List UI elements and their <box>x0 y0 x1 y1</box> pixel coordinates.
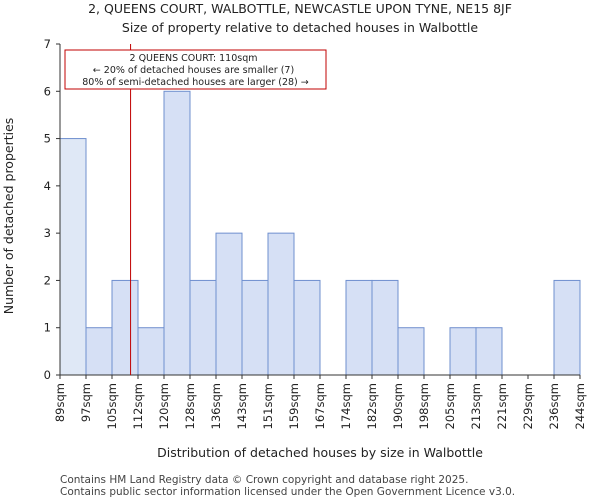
x-tick-label-244sqm: 244sqm <box>573 383 587 429</box>
x-tick-label-143sqm: 143sqm <box>235 383 249 429</box>
x-tick-label-174sqm: 174sqm <box>339 383 353 429</box>
x-tick-label-221sqm: 221sqm <box>495 383 509 429</box>
x-tick-label-213sqm: 213sqm <box>469 383 483 429</box>
x-tick-label-151sqm: 151sqm <box>261 383 275 429</box>
bar-136sqm <box>215 232 243 376</box>
x-tick-label-159sqm: 159sqm <box>287 383 301 429</box>
bar-236sqm <box>553 279 581 376</box>
x-tick-label-97sqm: 97sqm <box>79 383 93 422</box>
bar-143sqm <box>241 279 269 376</box>
footer-line2: Contains public sector information licen… <box>60 486 515 498</box>
bar-151sqm <box>267 232 295 376</box>
x-tick-label-89sqm: 89sqm <box>53 383 67 422</box>
x-tick-label-105sqm: 105sqm <box>105 383 119 429</box>
plot-area: 0 1 2 3 4 5 6 7 89sqm 97sqm 105sqm 112sqm 120sqm 128s… <box>44 37 587 429</box>
y-tick-label-6: 6 <box>44 84 51 98</box>
bar-174sqm <box>345 279 373 376</box>
bar-213sqm <box>475 327 503 376</box>
annotation-line2: ← 20% of detached houses are smaller (7) <box>93 65 294 76</box>
x-tick-label-112sqm: 112sqm <box>131 383 145 429</box>
x-tick-label-198sqm: 198sqm <box>417 383 431 429</box>
x-tick-label-229sqm: 229sqm <box>521 383 535 429</box>
annotation-line3: 80% of semi-detached houses are larger (… <box>82 77 309 88</box>
y-tick-label-5: 5 <box>44 132 51 146</box>
x-tick-label-190sqm: 190sqm <box>391 383 405 429</box>
bar-120sqm <box>163 90 191 376</box>
bar-112sqm <box>137 327 165 376</box>
y-tick-label-7: 7 <box>44 37 51 51</box>
x-tick-label-205sqm: 205sqm <box>443 383 457 429</box>
x-tick-label-120sqm: 120sqm <box>157 383 171 429</box>
bar-128sqm <box>189 279 217 376</box>
x-tick-label-136sqm: 136sqm <box>209 383 223 429</box>
x-axis-label: Distribution of detached houses by size … <box>157 445 483 460</box>
chart-title-line1: 2, QUEENS COURT, WALBOTTLE, NEWCASTLE UP… <box>88 1 512 16</box>
footer-line1: Contains HM Land Registry data © Crown c… <box>60 474 468 486</box>
x-tick-label-128sqm: 128sqm <box>183 383 197 429</box>
bar-182sqm <box>371 279 399 376</box>
annotation-line1: 2 QUEENS COURT: 110sqm <box>130 53 258 64</box>
y-tick-label-2: 2 <box>44 273 51 287</box>
bar-205sqm <box>449 327 477 376</box>
bar-159sqm <box>293 279 321 376</box>
bar-89sqm <box>59 138 87 376</box>
x-tick-label-167sqm: 167sqm <box>313 383 327 429</box>
annotation-box <box>64 49 327 90</box>
bar-105sqm <box>111 279 139 376</box>
y-tick-label-4: 4 <box>44 179 51 193</box>
x-tick-label-236sqm: 236sqm <box>547 383 561 429</box>
bar-97sqm <box>85 327 113 376</box>
x-tick-label-182sqm: 182sqm <box>365 383 379 429</box>
y-tick-label-0: 0 <box>44 368 51 382</box>
y-tick-label-3: 3 <box>44 226 51 240</box>
bar-190sqm <box>397 327 425 376</box>
chart-title-line2: Size of property relative to detached ho… <box>122 20 478 35</box>
y-tick-label-1: 1 <box>44 321 51 335</box>
y-axis-label: Number of detached properties <box>1 118 16 315</box>
